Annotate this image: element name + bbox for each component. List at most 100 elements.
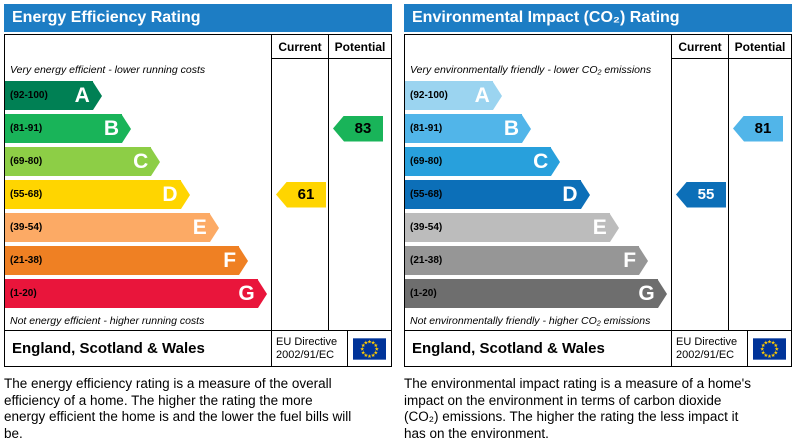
- band-bar: (69-80) C: [405, 147, 552, 176]
- band-row-c: (69-80) C: [405, 145, 671, 178]
- band-range: (55-68): [10, 189, 43, 200]
- column-header-row: Current Potential: [5, 35, 391, 59]
- charts-container: Energy Efficiency Rating Current Potenti…: [4, 4, 796, 443]
- band-tip: [551, 147, 561, 176]
- top-caption: Very environmentally friendly - lower CO…: [410, 64, 652, 76]
- eu-directive: EU Directive 2002/91/EC: [671, 331, 747, 366]
- chart-description: The environmental impact rating is a mea…: [404, 376, 751, 442]
- eu-flag-icon: [753, 337, 786, 360]
- band-letter: D: [562, 183, 578, 206]
- column-header-current: Current: [271, 35, 328, 59]
- band-bar: (92-100) A: [5, 81, 93, 110]
- band-range: (69-80): [410, 156, 443, 167]
- band-range: (21-38): [410, 255, 443, 266]
- band-letter: E: [192, 216, 207, 239]
- footer: England, Scotland & Wales EU Directive 2…: [5, 330, 391, 366]
- band-row-a: (92-100) A: [5, 79, 271, 112]
- eu-directive-line1: EU Directive: [276, 335, 338, 348]
- band-range: (39-54): [410, 222, 443, 233]
- band-tip: [609, 213, 619, 242]
- band-tip: [657, 279, 667, 308]
- band-row-d: (55-68) D: [5, 178, 271, 211]
- band-bar: (1-20) G: [5, 279, 258, 308]
- band-tip: [151, 147, 161, 176]
- rating-arrow-potential: 81: [733, 115, 783, 142]
- band-row-e: (39-54) E: [405, 211, 671, 244]
- eu-directive: EU Directive 2002/91/EC: [271, 331, 347, 366]
- eu-flag-cell: [747, 331, 791, 366]
- bands: (92-100) A (81-91) B (69-80) C (55-68) D (39-54)…: [405, 79, 671, 310]
- bottom-caption: Not energy efficient - higher running co…: [10, 315, 205, 327]
- column-header-current: Current: [671, 35, 728, 59]
- band-letter: F: [223, 249, 237, 272]
- band-letter: E: [592, 216, 607, 239]
- col-potential: 81: [728, 59, 791, 330]
- band-row-g: (1-20) G: [5, 277, 271, 310]
- band-letter: G: [238, 282, 255, 305]
- eu-flag-icon: [353, 337, 386, 360]
- rating-arrow-current: 55: [676, 181, 726, 208]
- band-tip: [209, 213, 219, 242]
- rating-arrow-current: 61: [276, 181, 326, 208]
- column-header-potential: Potential: [328, 35, 391, 59]
- band-bar: (21-38) F: [5, 246, 240, 275]
- band-letter: B: [503, 117, 520, 140]
- chart-header: Environmental Impact (CO₂) Rating: [404, 4, 792, 32]
- band-range: (21-38): [10, 255, 43, 266]
- chart-title: Environmental Impact (CO₂) Rating: [412, 9, 680, 26]
- header-spacer: [405, 35, 671, 59]
- chart-header: Energy Efficiency Rating: [4, 4, 392, 32]
- band-bar: (69-80) C: [5, 147, 152, 176]
- band-range: (81-91): [410, 123, 443, 134]
- band-row-f: (21-38) F: [5, 244, 271, 277]
- band-row-a: (92-100) A: [405, 79, 671, 112]
- band-tip: [180, 180, 190, 209]
- chart-body: Very environmentally friendly - lower CO…: [405, 59, 791, 330]
- environmental-impact-chart: Environmental Impact (CO₂) Rating Curren…: [404, 4, 792, 443]
- band-letter: C: [133, 150, 149, 173]
- band-row-g: (1-20) G: [405, 277, 671, 310]
- rating-table: Current Potential Very energy efficient …: [4, 34, 392, 367]
- band-letter: A: [474, 84, 490, 107]
- top-caption: Very energy efficient - lower running co…: [10, 64, 206, 76]
- band-letter: G: [638, 282, 655, 305]
- band-tip: [522, 114, 532, 143]
- band-range: (81-91): [10, 123, 43, 134]
- eu-directive-line1: EU Directive: [676, 335, 738, 348]
- band-row-d: (55-68) D: [405, 178, 671, 211]
- band-tip: [122, 114, 132, 143]
- band-tip: [492, 81, 502, 110]
- band-range: (39-54): [10, 222, 43, 233]
- band-letter: A: [74, 84, 90, 107]
- band-range: (1-20): [10, 288, 37, 299]
- rating-table: Current Potential Very environmentally f…: [404, 34, 792, 367]
- band-bar: (1-20) G: [405, 279, 658, 308]
- column-header-potential: Potential: [728, 35, 791, 59]
- band-bar: (81-91) B: [405, 114, 523, 143]
- band-letter: B: [103, 117, 120, 140]
- band-bar: (39-54) E: [5, 213, 210, 242]
- band-range: (92-100): [410, 90, 448, 101]
- band-tip: [257, 279, 267, 308]
- eu-directive-line2: 2002/91/EC: [276, 348, 335, 361]
- band-tip: [92, 81, 102, 110]
- band-range: (92-100): [10, 90, 48, 101]
- band-range: (1-20): [410, 288, 437, 299]
- energy-efficiency-chart: Energy Efficiency Rating Current Potenti…: [4, 4, 392, 443]
- bottom-caption: Not environmentally friendly - higher CO…: [410, 315, 651, 327]
- band-range: (55-68): [410, 189, 443, 200]
- band-bar: (92-100) A: [405, 81, 493, 110]
- band-row-b: (81-91) B: [405, 112, 671, 145]
- band-bar: (55-68) D: [5, 180, 181, 209]
- band-row-b: (81-91) B: [5, 112, 271, 145]
- bands-area: Very environmentally friendly - lower CO…: [405, 59, 671, 330]
- band-bar: (21-38) F: [405, 246, 640, 275]
- bands: (92-100) A (81-91) B (69-80) C (55-68) D (39-54)…: [5, 79, 271, 310]
- band-tip: [639, 246, 649, 275]
- band-range: (69-80): [10, 156, 43, 167]
- band-letter: C: [533, 150, 549, 173]
- col-current: 55: [671, 59, 728, 330]
- footer: England, Scotland & Wales EU Directive 2…: [405, 330, 791, 366]
- bands-area: Very energy efficient - lower running co…: [5, 59, 271, 330]
